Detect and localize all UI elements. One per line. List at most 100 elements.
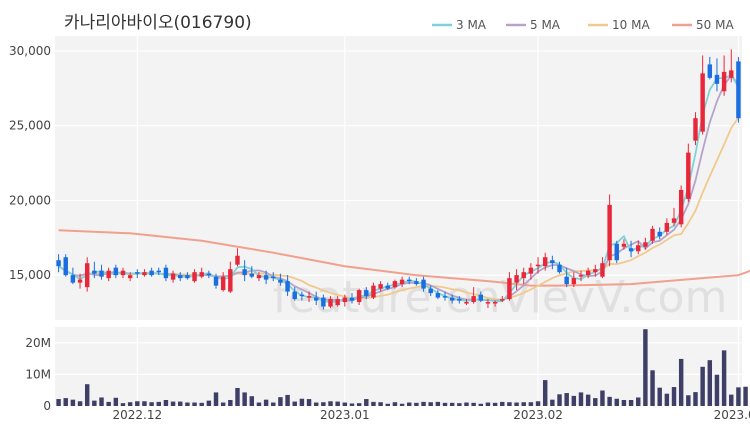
legend-label: 50 MA [696,18,734,32]
volume-bar [149,402,154,406]
volume-bar [478,403,484,406]
volume-bar [192,402,197,406]
candle-body [228,269,233,292]
candle-body [371,285,376,298]
volume-bar [435,401,441,406]
candle-body [478,294,484,301]
candle-body [492,302,498,304]
candle-body [321,297,326,307]
price-tick-label: 30,000 [9,44,51,58]
volume-bar [607,396,612,406]
volume-bar [600,390,605,406]
volume-bar [235,387,240,406]
candle-body [163,267,169,279]
volume-bar [743,386,748,406]
volume-bar [571,395,577,406]
candle-body [578,275,584,277]
legend-label: 10 MA [612,18,650,32]
volume-bar [113,397,119,406]
candle-body [600,263,605,277]
candle-body [593,269,598,273]
candle-body [213,276,219,286]
volume-bar [263,399,269,406]
volume-bar [178,401,183,406]
candle-body [636,245,641,252]
candle-body [428,288,433,294]
volume-bar [428,402,433,406]
candle-body [92,270,97,274]
candle-body [342,297,348,303]
volume-bar [249,396,255,406]
volume-bar [356,403,362,406]
price-tick-label: 15,000 [9,268,51,282]
candle-body [664,222,670,232]
volume-bar [292,401,297,406]
volume-bar [614,398,619,406]
volume-bar [464,402,469,406]
candle-body [507,278,512,300]
volume-bar [564,393,569,406]
candle-body [721,71,727,92]
volume-bar [313,402,319,406]
candle-body [356,290,362,303]
volume-bar [342,402,348,406]
candle-body [170,273,176,280]
candle-body [263,275,269,280]
volume-bar [657,387,662,406]
candle-body [306,296,312,298]
candlesticks [56,49,741,310]
candle-body [542,257,548,267]
volume-bar [392,402,398,406]
volume-bar [485,402,491,406]
volume-bar [671,387,677,406]
volume-bar [228,399,233,406]
volume-bar [578,392,584,406]
candle-body [142,272,147,276]
volume-tick-label: 20M [25,336,51,350]
volume-bar [77,401,83,406]
volume-bar [106,401,111,406]
grid [55,36,742,407]
candle-body [106,270,111,279]
candle-body [378,284,383,289]
volume-bar [371,401,376,406]
candle-body [84,263,90,288]
candle-body [185,275,190,279]
candle-body [693,118,698,141]
volume-bar [70,399,76,406]
volume-bar [457,403,462,406]
candle-body [328,299,333,307]
candle-body [571,278,577,285]
volume-bar [242,392,247,406]
candle-body [407,279,412,282]
volume-bar [585,394,591,406]
volume-bar [378,402,383,406]
x-tick-label: 2023.02 [513,408,563,422]
volume-bar [120,403,126,406]
volume-bar [256,402,262,406]
x-tick-label: 2023.03 [714,408,750,422]
candle-body [421,279,426,289]
volume-bar [99,397,104,406]
volume-bar [220,402,226,406]
volume-bar [185,402,190,406]
axes: 15,000 20,000 25,000 30,000 0 10M 20M 2022.12 20… [9,44,750,422]
candle-body [113,267,119,276]
candle-body [77,279,83,283]
candle-body [471,296,476,303]
volume-bar [535,401,541,406]
volume-bar [170,401,176,406]
candle-body [678,189,684,225]
volume-bar [421,401,426,406]
volume-bar [399,403,405,406]
candle-body [528,267,534,274]
candle-body [650,228,655,241]
candle-body [557,264,562,273]
candle-body [485,302,491,304]
volume-bar [163,399,169,406]
candle-body [399,279,405,285]
volume-bar [299,398,305,406]
legend-label: 5 MA [530,18,561,32]
volume-plot-area [55,327,742,406]
volume-bar [328,401,333,406]
